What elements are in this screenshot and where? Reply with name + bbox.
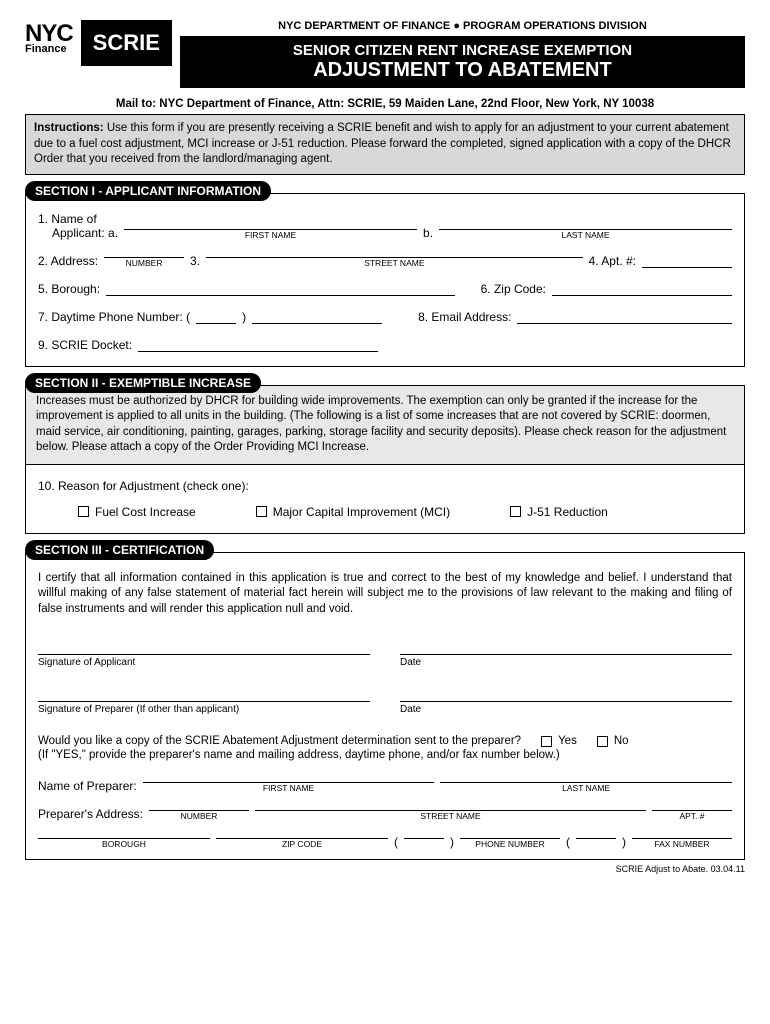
footer-note: SCRIE Adjust to Abate. 03.04.11: [25, 864, 745, 874]
paren-open-phone: (: [394, 835, 398, 849]
q1-label2: Applicant: a.: [38, 226, 118, 240]
preparer-first-sublabel: FIRST NAME: [143, 783, 435, 793]
prep-addr-label: Preparer's Address:: [38, 807, 143, 821]
date-label2: Date: [400, 702, 732, 715]
checkbox-icon: [541, 736, 552, 747]
nyc-logo-sub: Finance: [25, 43, 67, 55]
phone-area-input[interactable]: [196, 310, 236, 324]
department-line: NYC DEPARTMENT OF FINANCE ● PROGRAM OPER…: [180, 20, 745, 32]
sig-preparer-label: Signature of Preparer (If other than app…: [38, 702, 370, 715]
copy-question-sub: (If "YES," provide the preparer's name a…: [38, 749, 732, 761]
q8-label: 8. Email Address:: [418, 310, 511, 324]
prep-apt-sublabel: APT. #: [652, 811, 732, 821]
q1-row: 1. Name of Applicant: a. FIRST NAME b. L…: [38, 212, 732, 240]
checkbox-icon: [510, 506, 521, 517]
checkbox-icon: [78, 506, 89, 517]
prep-phone-sublabel: PHONE NUMBER: [460, 839, 560, 849]
form-header: NYC Finance SCRIE NYC DEPARTMENT OF FINA…: [25, 20, 745, 88]
yes-option[interactable]: Yes: [541, 735, 577, 747]
borough-input[interactable]: [106, 282, 455, 296]
preparer-last-sublabel: LAST NAME: [440, 783, 732, 793]
prep-street-sublabel: STREET NAME: [255, 811, 646, 821]
q5-label: 5. Borough:: [38, 282, 100, 296]
copy-question-row: Would you like a copy of the SCRIE Abate…: [38, 735, 732, 747]
section1-body: 1. Name of Applicant: a. FIRST NAME b. L…: [25, 193, 745, 367]
nyc-logo-text: NYC: [25, 24, 73, 43]
title-line1: SENIOR CITIZEN RENT INCREASE EXEMPTION: [186, 42, 739, 59]
mail-to-line: Mail to: NYC Department of Finance, Attn…: [25, 94, 745, 115]
q7-label: 7. Daytime Phone Number: (: [38, 310, 190, 324]
q10-label: 10. Reason for Adjustment (check one):: [38, 469, 732, 497]
instructions-text: Use this form if you are presently recei…: [34, 122, 731, 165]
opt3-label: J-51 Reduction: [527, 505, 608, 519]
signature-applicant-input[interactable]: [38, 641, 370, 655]
title-bar: SENIOR CITIZEN RENT INCREASE EXEMPTION A…: [180, 36, 745, 88]
docket-input[interactable]: [138, 338, 378, 352]
section3-body: I certify that all information contained…: [25, 552, 745, 861]
last-name-sublabel: LAST NAME: [439, 230, 732, 240]
paren-close-phone: ): [450, 835, 454, 849]
instructions-label: Instructions:: [34, 122, 104, 134]
section2-header: SECTION II - EXEMPTIBLE INCREASE: [25, 373, 261, 393]
title-column: NYC DEPARTMENT OF FINANCE ● PROGRAM OPER…: [180, 20, 745, 88]
street-sublabel: STREET NAME: [206, 258, 583, 268]
fuel-cost-option[interactable]: Fuel Cost Increase: [78, 505, 196, 519]
scrie-badge: SCRIE: [81, 20, 172, 66]
no-option[interactable]: No: [597, 735, 629, 747]
first-name-sublabel: FIRST NAME: [124, 230, 417, 240]
paren-close-fax: ): [622, 835, 626, 849]
prep-number-sublabel: NUMBER: [149, 811, 249, 821]
email-input[interactable]: [517, 310, 732, 324]
q4-label: 4. Apt. #:: [589, 254, 636, 268]
phone-input[interactable]: [252, 310, 382, 324]
date-preparer-input[interactable]: [400, 688, 732, 702]
checkbox-icon: [597, 736, 608, 747]
nyc-finance-logo: NYC Finance: [25, 20, 73, 55]
j51-option[interactable]: J-51 Reduction: [510, 505, 608, 519]
section2-body: 10. Reason for Adjustment (check one): F…: [25, 465, 745, 534]
q1-b: b.: [423, 226, 433, 240]
checkbox-icon: [256, 506, 267, 517]
q6-label: 6. Zip Code:: [481, 282, 546, 296]
opt2-label: Major Capital Improvement (MCI): [273, 505, 450, 519]
section1-header: SECTION I - APPLICANT INFORMATION: [25, 181, 271, 201]
date-applicant-input[interactable]: [400, 641, 732, 655]
prep-zip-sublabel: ZIP CODE: [216, 839, 388, 849]
number-sublabel: NUMBER: [104, 258, 184, 268]
signature-preparer-input[interactable]: [38, 688, 370, 702]
copy-question: Would you like a copy of the SCRIE Abate…: [38, 735, 521, 747]
paren-close: ): [242, 310, 246, 324]
zip-input[interactable]: [552, 282, 732, 296]
prep-fax-sublabel: FAX NUMBER: [632, 839, 732, 849]
section2-gray-box: Increases must be authorized by DHCR for…: [25, 385, 745, 465]
instructions-box: Instructions: Use this form if you are p…: [25, 115, 745, 175]
no-label: No: [614, 735, 629, 747]
prep-borough-sublabel: BOROUGH: [38, 839, 210, 849]
section3-header: SECTION III - CERTIFICATION: [25, 540, 214, 560]
paren-open-fax: (: [566, 835, 570, 849]
q3-label: 3.: [190, 254, 200, 268]
mci-option[interactable]: Major Capital Improvement (MCI): [256, 505, 450, 519]
yes-label: Yes: [558, 735, 577, 747]
q1-label1: 1. Name of: [38, 212, 732, 226]
apt-input[interactable]: [642, 254, 732, 268]
opt1-label: Fuel Cost Increase: [95, 505, 196, 519]
date-label1: Date: [400, 655, 732, 668]
name-preparer-label: Name of Preparer:: [38, 779, 137, 793]
title-line2: ADJUSTMENT TO ABATEMENT: [186, 59, 739, 82]
q2-label: 2. Address:: [38, 254, 98, 268]
q9-label: 9. SCRIE Docket:: [38, 338, 132, 352]
checkbox-row: Fuel Cost Increase Major Capital Improve…: [38, 497, 732, 523]
sig-applicant-label: Signature of Applicant: [38, 655, 370, 668]
certification-text: I certify that all information contained…: [38, 571, 732, 618]
